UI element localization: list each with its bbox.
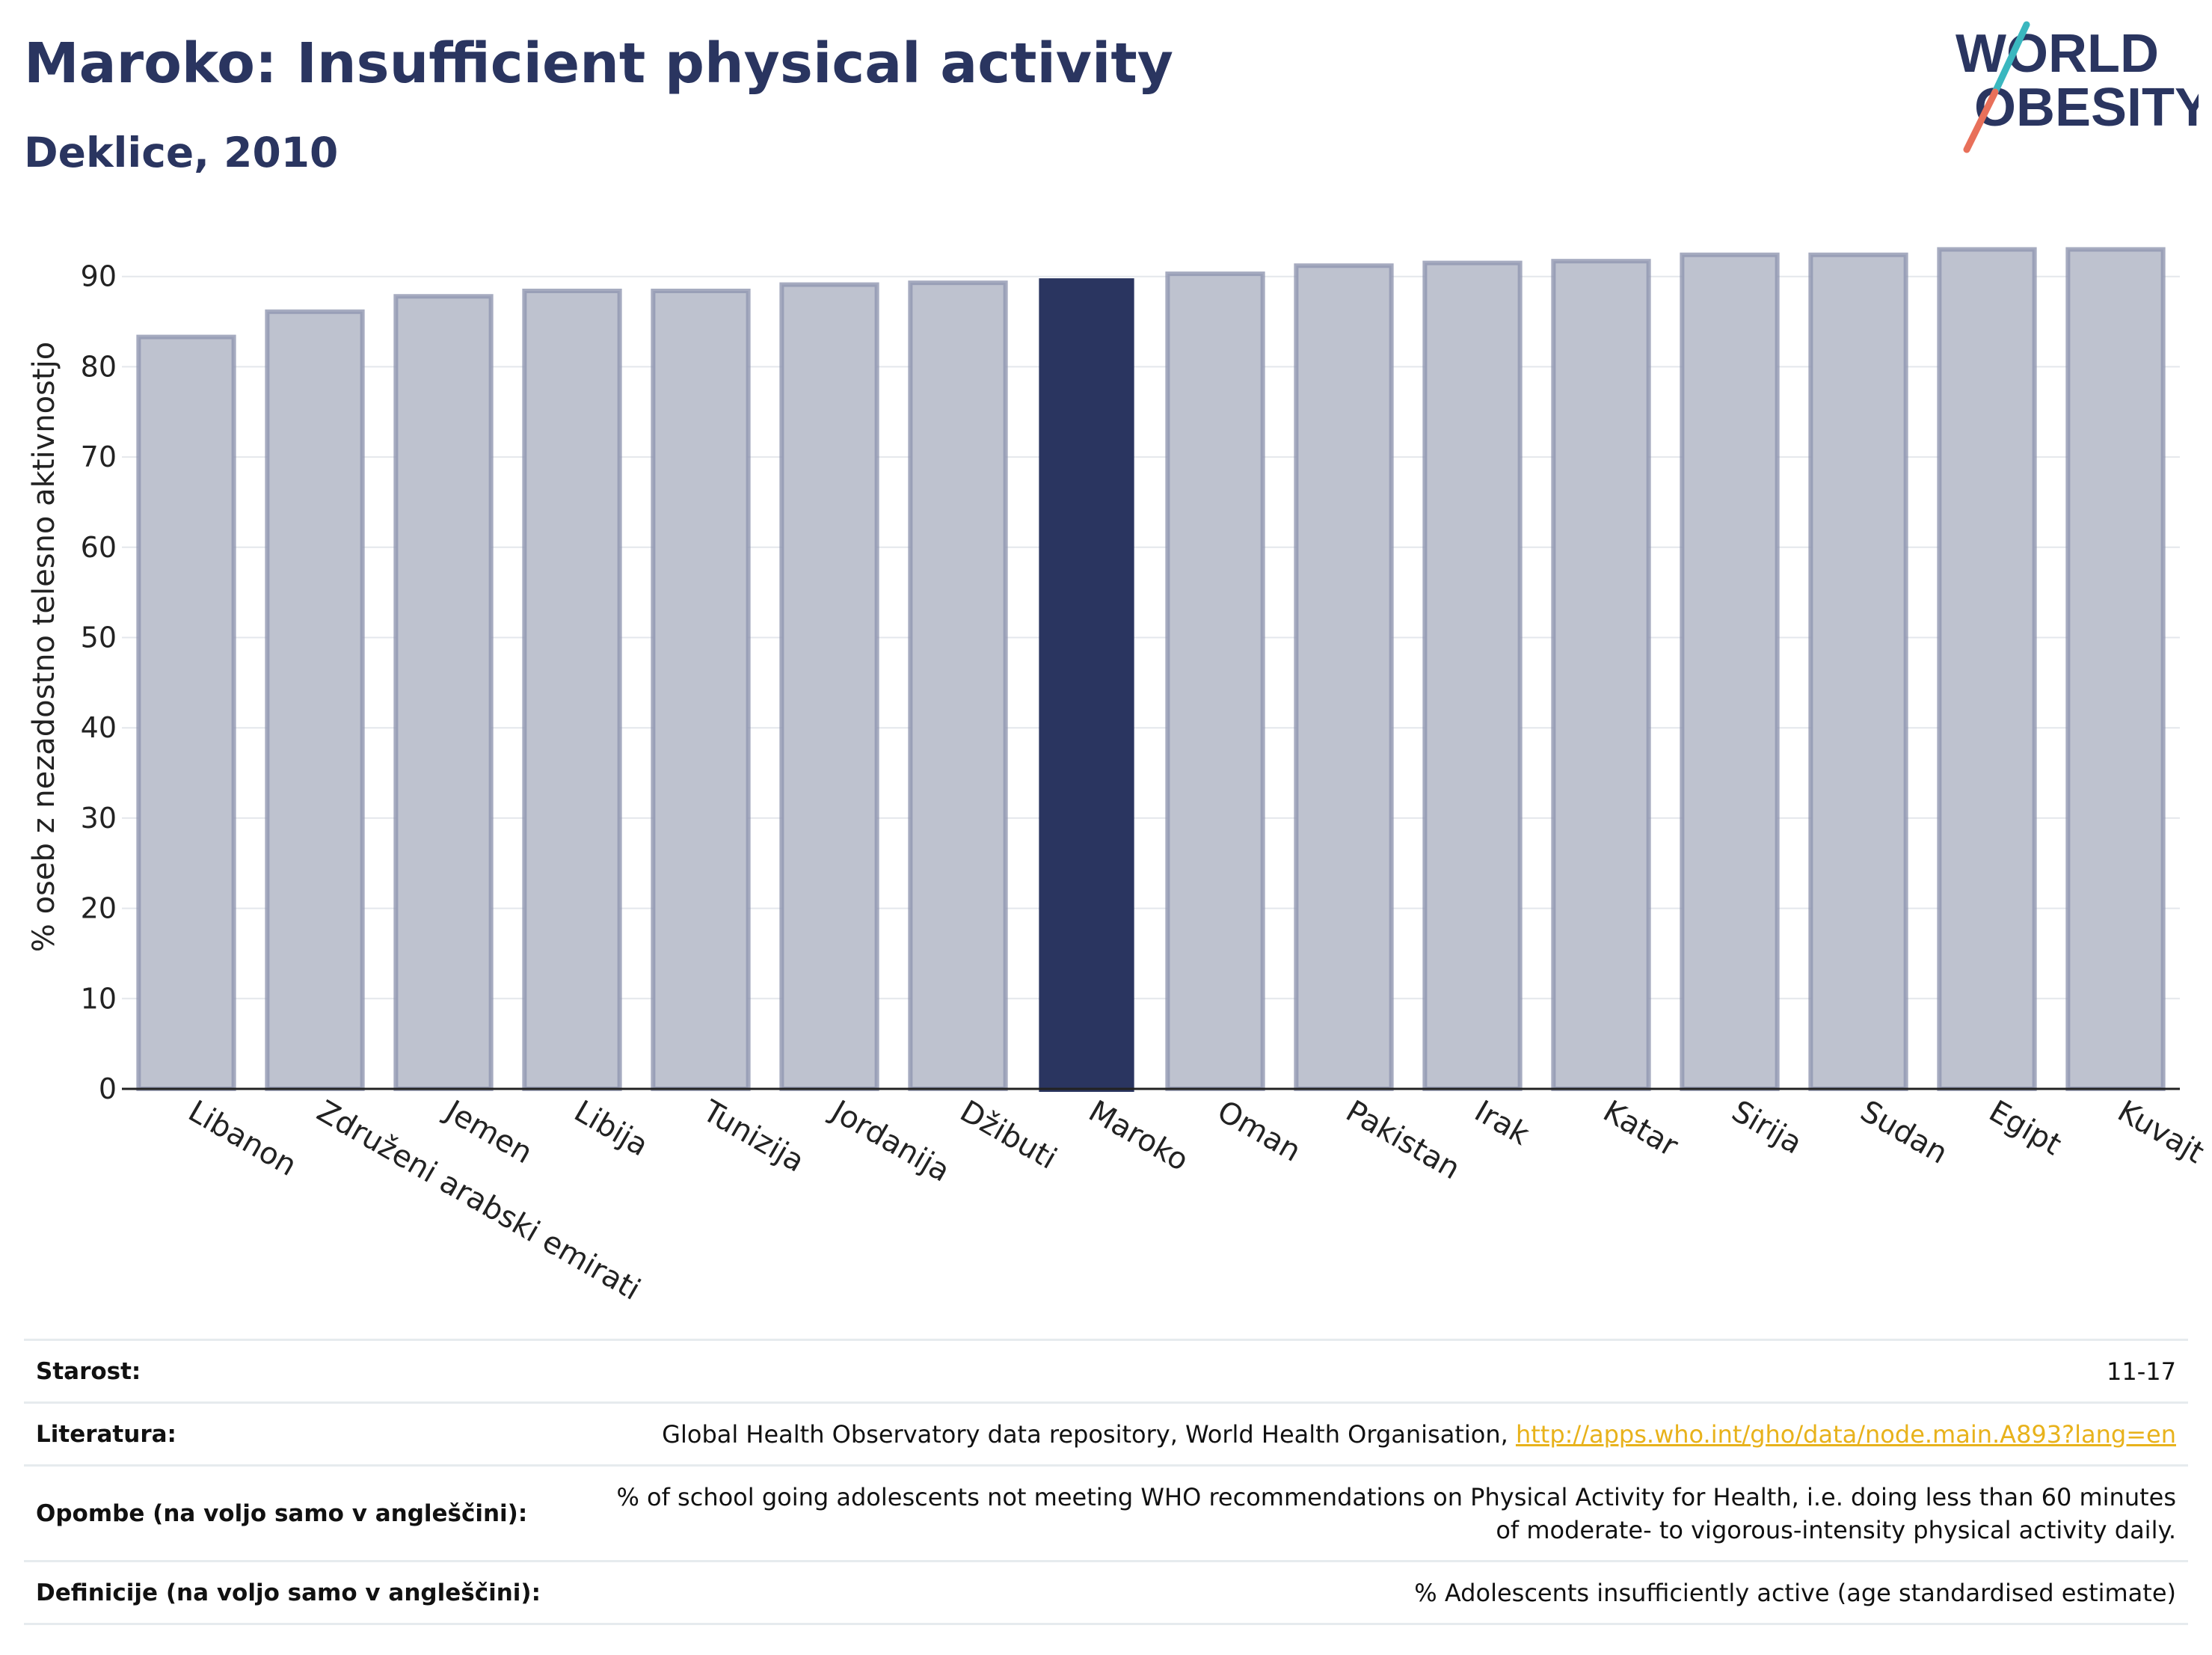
- info-row-source: Literatura: Global Health Observatory da…: [24, 1404, 2188, 1467]
- y-tick-label: 20: [81, 892, 117, 925]
- y-tick-label: 50: [81, 621, 117, 654]
- x-tick-label: Kuvajt: [2112, 1094, 2210, 1170]
- logo-line2: OBESITY: [1974, 78, 2199, 138]
- bar-chart: 0 10 20 30 40 50 60 70 80 90 Libanon Združeni arab…: [27, 247, 2210, 1307]
- y-tick-label: 30: [81, 802, 117, 835]
- bar-sudan: [1808, 252, 1908, 1091]
- info-label: Literatura:: [36, 1420, 176, 1448]
- x-tick-label: Maroko: [1083, 1094, 1194, 1178]
- x-tick-label: Libija: [568, 1094, 654, 1164]
- bar-oman: [1165, 271, 1265, 1092]
- y-tick-label: 90: [81, 260, 117, 293]
- bar-maroko: [1039, 278, 1134, 1092]
- info-label: Starost:: [36, 1357, 141, 1385]
- logo-teal-stroke: [1991, 21, 2030, 96]
- logo-line1: WORLD: [1956, 24, 2159, 84]
- bar-jemen: [393, 294, 494, 1091]
- x-tick-label: Sirija: [1726, 1094, 1807, 1161]
- info-row-definitions: Definicije (na voljo samo v angleščini):…: [24, 1562, 2188, 1625]
- bar-tunizija: [651, 289, 751, 1092]
- x-tick-label: Pakistan: [1340, 1094, 1466, 1187]
- x-tick-label: Jordanija: [823, 1093, 955, 1188]
- info-label: Opombe (na voljo samo v angleščini):: [36, 1499, 528, 1527]
- x-tick-label: Jemen: [437, 1093, 538, 1170]
- info-table: Starost: 11-17 Literatura: Global Health…: [24, 1339, 2188, 1625]
- x-tick-label: Irak: [1469, 1094, 1535, 1152]
- bar-katar: [1551, 259, 1651, 1091]
- info-label: Definicije (na voljo samo v angleščini):: [36, 1579, 541, 1606]
- bar-egipt: [1937, 247, 2037, 1091]
- bar-kuvajt: [2065, 247, 2166, 1091]
- logo-coral-stroke: [1963, 88, 1999, 153]
- bar-sirija: [1680, 252, 1780, 1091]
- world-obesity-logo: WORLD OBESITY: [1956, 21, 2199, 153]
- y-tick-label: 70: [81, 440, 117, 473]
- x-tick-label: Katar: [1597, 1094, 1684, 1164]
- source-link[interactable]: http://apps.who.int/gho/data/node.main.A…: [1515, 1419, 2176, 1449]
- info-value: 11-17: [2107, 1357, 2176, 1386]
- info-value: % of school going adolescents not meetin…: [616, 1482, 2176, 1544]
- bar-libija: [522, 289, 622, 1092]
- chart-title: Maroko: Insufficient physical activity: [24, 31, 1174, 96]
- x-tick-label: Tunizija: [696, 1093, 810, 1179]
- bars: [136, 247, 2166, 1092]
- bar-libanon: [136, 334, 236, 1092]
- y-tick-label: 60: [81, 531, 117, 564]
- x-tick-label: Oman: [1211, 1094, 1306, 1169]
- info-row-age: Starost: 11-17: [24, 1341, 2188, 1404]
- y-tick-label: 0: [99, 1072, 117, 1105]
- y-tick-label: 10: [81, 982, 117, 1015]
- x-tick-label: Libanon: [182, 1094, 302, 1183]
- y-tick-label: 80: [81, 350, 117, 383]
- y-axis-label: % oseb z nezadostno telesno aktivnostjo: [27, 342, 61, 952]
- bar-jordanija: [779, 282, 879, 1091]
- y-tick-label: 40: [81, 711, 117, 744]
- y-tick-labels: 0 10 20 30 40 50 60 70 80 90: [81, 260, 117, 1105]
- chart-subtitle: Deklice, 2010: [24, 129, 339, 176]
- info-value: Global Health Observatory data repositor…: [662, 1419, 1516, 1449]
- x-tick-label: Džibuti: [954, 1094, 1063, 1176]
- info-row-notes: Opombe (na voljo samo v angleščini): % o…: [24, 1467, 2188, 1562]
- bar-irak: [1422, 260, 1523, 1092]
- bar-džibuti: [908, 280, 1008, 1091]
- bar-pakistan: [1294, 263, 1394, 1092]
- bar-združeni-arabski-emirati: [265, 309, 365, 1092]
- info-value: % Adolescents insufficiently active (age…: [1414, 1578, 2176, 1607]
- x-tick-label: Sudan: [1855, 1094, 1953, 1171]
- x-tick-label: Egipt: [1983, 1094, 2067, 1162]
